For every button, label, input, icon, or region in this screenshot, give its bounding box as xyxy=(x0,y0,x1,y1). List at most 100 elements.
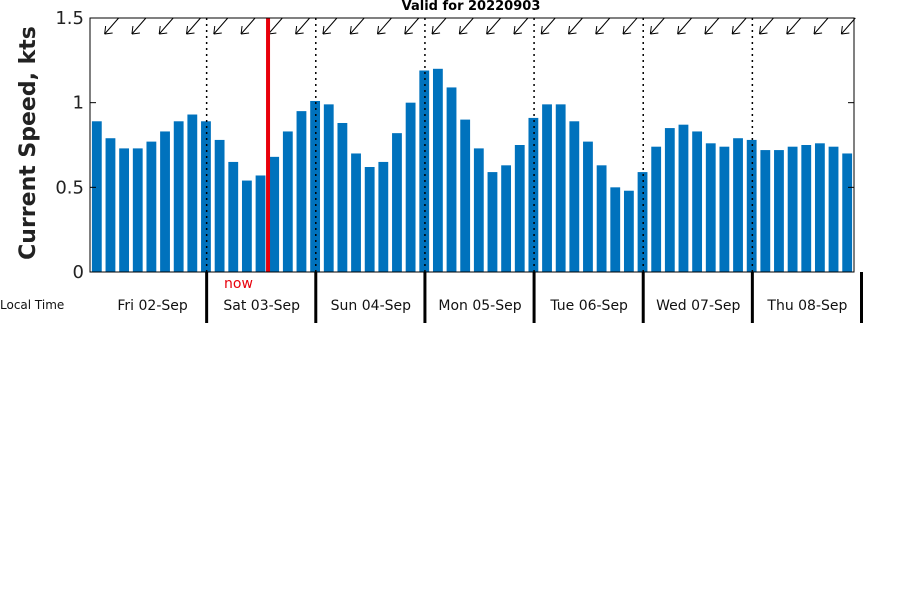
bar xyxy=(187,114,198,273)
bar xyxy=(160,131,170,272)
bar xyxy=(678,124,689,273)
direction-arrow xyxy=(731,17,747,35)
y-tick-label: 0 xyxy=(73,262,84,283)
direction-arrow-head xyxy=(349,25,359,35)
bar xyxy=(514,145,525,272)
bar xyxy=(351,153,361,272)
direction-arrow-head xyxy=(595,25,604,35)
direction-arrow-head xyxy=(213,25,222,35)
axes-layer: 0 0.5 1 1.5 Fri 02-Sep Sat 03-Sep Sun 04-Sep Mo… xyxy=(55,8,864,323)
direction-arrow xyxy=(568,17,583,35)
bar xyxy=(787,146,798,272)
direction-arrow xyxy=(622,17,638,35)
bar xyxy=(296,111,307,272)
bar xyxy=(241,180,252,272)
bar xyxy=(119,148,130,272)
bar xyxy=(201,121,211,272)
direction-arrow xyxy=(704,17,720,35)
bar xyxy=(596,165,607,272)
y-tick-label: 1 xyxy=(73,93,84,114)
bar xyxy=(501,165,512,272)
direction-arrow xyxy=(267,17,283,35)
direction-arrow xyxy=(786,17,802,35)
direction-arrow-head xyxy=(677,25,686,35)
day-label: Wed 07-Sep xyxy=(656,298,740,314)
bar xyxy=(774,150,784,272)
direction-arrow-head xyxy=(649,25,659,35)
direction-arrow-head xyxy=(513,25,522,35)
direction-arrow-head xyxy=(104,25,113,35)
direction-arrow xyxy=(540,17,556,35)
direction-arrow-head xyxy=(431,25,441,35)
direction-arrow-head xyxy=(458,25,468,35)
bar xyxy=(473,148,484,272)
direction-arrow-head xyxy=(813,25,823,35)
direction-arrow-head xyxy=(240,25,250,35)
bar xyxy=(719,146,730,272)
day-label: Thu 08-Sep xyxy=(766,298,847,314)
bar xyxy=(801,145,812,272)
bar xyxy=(555,104,566,272)
bar xyxy=(610,187,621,272)
bar xyxy=(392,133,402,272)
direction-arrow xyxy=(840,17,856,35)
bar xyxy=(432,68,443,272)
direction-arrow xyxy=(322,17,338,35)
direction-arrow-head xyxy=(540,25,550,35)
bar xyxy=(569,121,580,272)
direction-arrow xyxy=(486,17,502,35)
bar xyxy=(214,139,225,272)
bar xyxy=(337,122,348,273)
direction-arrow-head xyxy=(486,25,495,35)
bar xyxy=(583,141,593,272)
y-axis-label: Current Speed, kts xyxy=(16,26,41,260)
day-label: Tue 06-Sep xyxy=(549,298,628,314)
bar xyxy=(323,104,334,272)
direction-arrow xyxy=(649,17,665,35)
direction-arrow-head xyxy=(840,25,850,35)
day-label: Mon 05-Sep xyxy=(438,298,521,314)
direction-arrow-head xyxy=(186,25,195,35)
direction-arrow xyxy=(404,17,420,35)
direction-arrow xyxy=(186,17,201,35)
bar xyxy=(91,121,102,272)
direction-arrow-head xyxy=(295,25,304,35)
bar xyxy=(419,70,430,273)
direction-arrow-head xyxy=(322,25,331,35)
direction-arrow xyxy=(240,17,256,35)
bar xyxy=(733,138,743,272)
direction-arrow xyxy=(595,17,611,35)
direction-arrow-head xyxy=(759,25,768,35)
direction-arrow-head xyxy=(731,25,741,35)
y-tick-label: 1.5 xyxy=(55,8,84,29)
direction-arrow xyxy=(431,17,447,35)
bar xyxy=(828,146,839,272)
direction-arrow-head xyxy=(568,25,577,35)
day-label: Sat 03-Sep xyxy=(223,298,300,314)
bar xyxy=(664,128,675,272)
direction-arrow xyxy=(213,17,229,35)
local-time-label: Local Time xyxy=(0,298,64,312)
direction-arrows-layer xyxy=(104,17,856,35)
direction-arrow-head xyxy=(158,25,168,35)
bar xyxy=(146,141,157,272)
direction-arrow xyxy=(458,17,474,35)
direction-arrow-head xyxy=(704,25,713,35)
direction-arrow-head xyxy=(131,25,140,35)
bar xyxy=(623,190,634,272)
now-label: now xyxy=(224,276,253,292)
bar xyxy=(542,104,552,272)
bar xyxy=(760,150,771,272)
direction-arrow xyxy=(759,17,774,35)
bar xyxy=(842,153,853,272)
direction-arrow xyxy=(677,17,693,35)
bar xyxy=(814,143,825,272)
bar xyxy=(228,161,239,272)
direction-arrow xyxy=(131,17,147,35)
bar xyxy=(364,167,375,272)
bar xyxy=(405,102,416,272)
direction-arrow-head xyxy=(404,25,413,35)
direction-arrow xyxy=(377,17,392,35)
direction-arrow-head xyxy=(377,25,386,35)
